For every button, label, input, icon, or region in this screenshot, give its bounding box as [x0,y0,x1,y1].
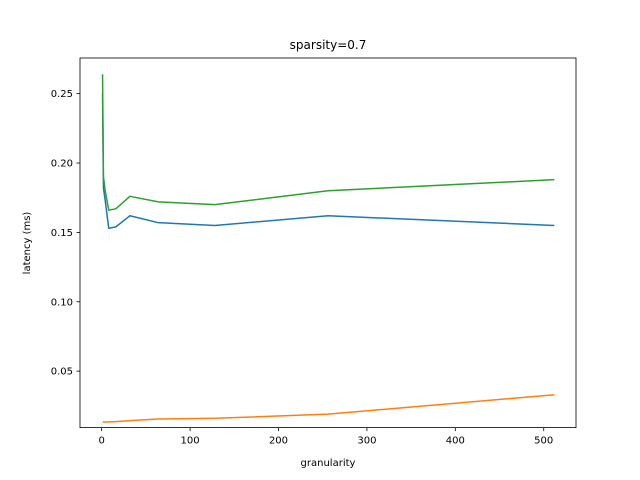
series-line-2 [102,393,555,423]
x-tick-label: 0 [98,436,104,447]
axes-frame [79,57,577,429]
series-line-1 [101,93,555,229]
y-tick-label: 0.05 [51,367,73,378]
x-tick-label: 400 [446,436,465,447]
x-tick-label: 300 [357,436,376,447]
series-line-3 [101,74,555,211]
y-axis-ticks: 0.05 0.10 0.15 0.20 0.25 [51,89,80,378]
y-tick-label: 0.20 [51,159,73,170]
x-tick-label: 200 [269,436,288,447]
x-axis-label: granularity [301,458,356,469]
x-tick-label: 100 [181,436,200,447]
y-tick-label: 0.15 [51,228,73,239]
x-axis-ticks: 0 100 200 300 400 500 [98,427,553,447]
plot-area [101,74,555,423]
chart-title: sparsity=0.7 [290,38,367,52]
y-axis-label: latency (ms) [22,212,33,275]
x-tick-label: 500 [534,436,553,447]
y-tick-label: 0.10 [51,297,73,308]
y-tick-label: 0.25 [51,89,73,100]
